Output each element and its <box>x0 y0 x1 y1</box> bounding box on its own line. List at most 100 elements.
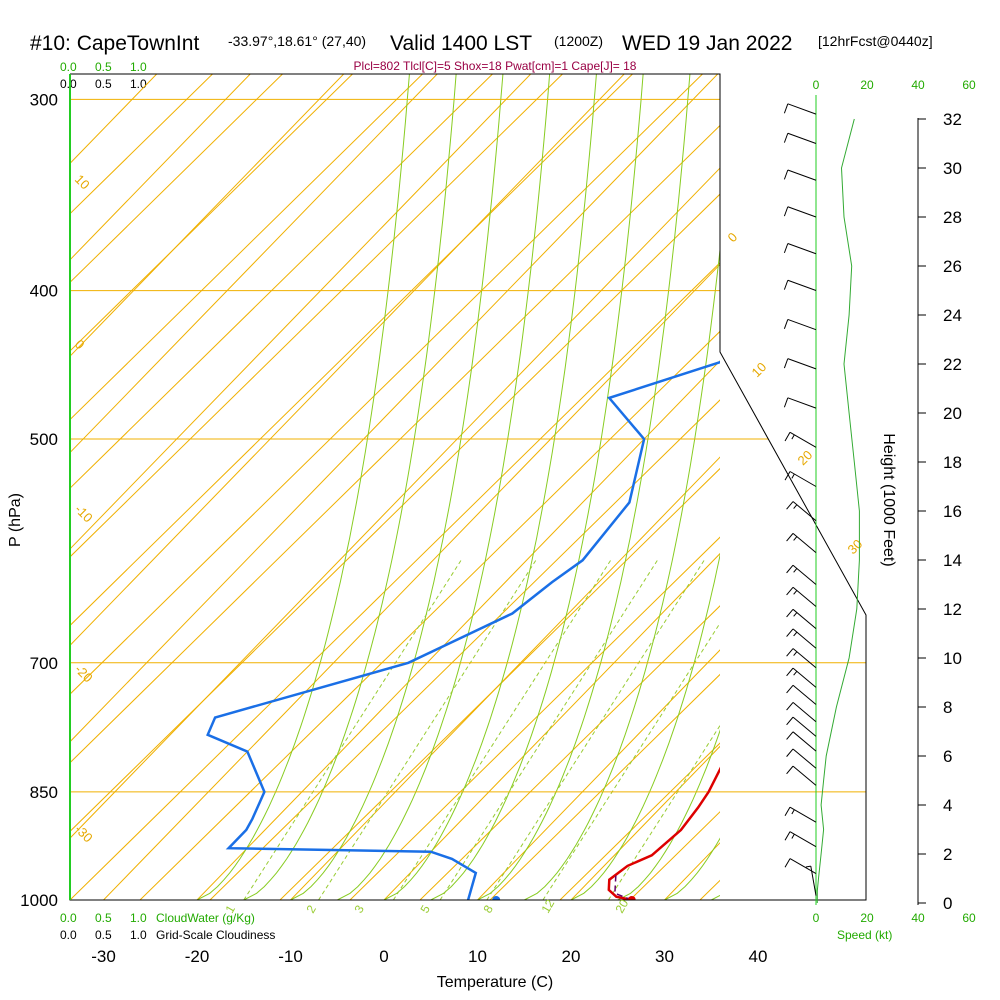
height-tick: 30 <box>943 159 962 178</box>
moist-adiabat-line <box>196 74 410 900</box>
wind-barb-flag <box>783 103 789 114</box>
temperature-tick: 10 <box>468 947 487 966</box>
wind-barb-flag <box>791 473 795 479</box>
wind-barb-flag <box>791 833 795 839</box>
pressure-tick: 300 <box>30 90 58 109</box>
pressure-tick: 500 <box>30 430 58 449</box>
cloud-tick-bot-black-2: 1.0 <box>130 928 147 942</box>
wind-barb-shaft <box>787 397 817 409</box>
mixing-ratio-line <box>318 560 537 900</box>
speed-top-60: 60 <box>962 78 976 92</box>
moist-adiabat-line <box>617 729 720 900</box>
wind-barb-flag <box>783 243 789 254</box>
speed-scale-top: 0 20 40 60 <box>813 78 976 92</box>
height-tick: 6 <box>943 747 952 766</box>
wind-barb-flag <box>784 806 791 817</box>
adiabat-label: -10 <box>72 502 96 526</box>
isotherm-line <box>70 74 625 647</box>
isotherm-line <box>0 0 183 932</box>
adiabat-line <box>279 467 720 900</box>
temperature-tick: 20 <box>562 947 581 966</box>
moist-adiabat-line <box>430 74 644 900</box>
wind-barb-shaft <box>787 169 817 181</box>
moist-adiabat-line <box>570 552 720 900</box>
valid-time: Valid 1400 LST <box>390 32 532 55</box>
speed-bot-0: 0 <box>813 911 820 925</box>
adiabat-line <box>419 605 720 900</box>
adiabat-line <box>70 74 353 352</box>
adiabat-line <box>139 330 720 900</box>
wind-barb-flag <box>786 716 794 726</box>
height-tick: 0 <box>943 894 952 913</box>
speed-axis-label: Speed (kt) <box>837 928 892 942</box>
cloud-tick-top-green-1: 0.5 <box>95 60 112 74</box>
wind-barb-shaft <box>792 731 817 752</box>
dewpoint-trace <box>206 360 720 900</box>
isotherm-line <box>102 263 720 900</box>
wind-barb-flag <box>783 397 789 408</box>
wind-barb-flag <box>793 590 798 595</box>
wind-barb-flag <box>786 667 794 677</box>
wind-barb-flag <box>786 608 794 618</box>
adiabat-line <box>70 193 720 833</box>
height-tick: 12 <box>943 600 962 619</box>
date-label: WED 19 Jan 2022 <box>622 32 792 55</box>
wind-barb-shaft <box>789 431 817 448</box>
adiabat-line <box>489 673 720 900</box>
adiabat-label: 0 <box>72 337 88 353</box>
y-axis-title: P (hPa) <box>7 493 24 547</box>
wind-barb-shaft <box>792 684 817 705</box>
speed-bot-20: 20 <box>860 911 874 925</box>
height-tick: 16 <box>943 502 962 521</box>
cloud-tick-bot-green-2: 1.0 <box>130 911 147 925</box>
wind-barb-flag <box>793 568 798 573</box>
adiabat-line <box>70 74 423 421</box>
isotherm-line <box>196 360 720 900</box>
cloud-scale-top: 0.0 0.5 1.0 0.0 0.5 1.0 <box>60 60 147 91</box>
adiabat-line <box>70 74 633 627</box>
parcel-trace <box>614 872 633 900</box>
wind-barb-flag <box>786 648 794 657</box>
mixing-ratio-line <box>542 622 720 900</box>
wind-barb-flag <box>793 504 798 509</box>
pressure-lines <box>70 98 866 901</box>
mixing-ratio-label: 3 <box>351 902 367 915</box>
height-tick: 24 <box>943 306 962 325</box>
isotherm-line <box>70 74 532 550</box>
height-tick: 20 <box>943 404 962 423</box>
mixing-ratio-line <box>486 560 705 900</box>
mixing-ratio-label: 5 <box>417 902 433 915</box>
height-tick: 28 <box>943 208 962 227</box>
mixing-ratio-line <box>243 560 462 900</box>
moist-adiabat-line <box>243 74 457 900</box>
wind-barb-flag <box>784 432 791 442</box>
temperature-trace <box>607 766 720 900</box>
mixing-ratio-label: 2 <box>303 902 319 915</box>
pressure-tick: 400 <box>30 282 58 301</box>
moist-adiabat-line <box>477 74 691 900</box>
height-tick: 2 <box>943 845 952 864</box>
isotherm-label: 0 <box>725 229 741 245</box>
station-coords: -33.97°,18.61° (27,40) <box>228 33 366 49</box>
wind-barb-flag <box>786 702 794 711</box>
cloud-scale-bottom: 0.0 0.5 1.0 CloudWater (g/Kg) 0.0 0.5 1.… <box>60 911 275 942</box>
wind-barb-shaft <box>789 806 817 823</box>
adiabat-line <box>349 536 720 900</box>
mixing-ratio-label: 20 <box>612 897 631 916</box>
height-tick: 32 <box>943 110 962 129</box>
mixing-ratio-line <box>439 560 658 900</box>
isotherm-line <box>820 0 1000 932</box>
cloud-tick-top-green-0: 0.0 <box>60 60 77 74</box>
height-tick: 4 <box>943 796 952 815</box>
isotherm-line <box>383 552 720 900</box>
wind-barb-flag <box>786 501 794 510</box>
pressure-tick: 700 <box>30 654 58 673</box>
wind-barb-shaft <box>792 765 817 786</box>
wind-profile <box>783 95 860 905</box>
wind-barb-flag <box>786 533 794 542</box>
adiabat-label: 10 <box>72 172 93 193</box>
adiabat-label: -30 <box>72 822 96 846</box>
adiabat-line <box>629 811 720 900</box>
speed-top-0: 0 <box>813 78 820 92</box>
